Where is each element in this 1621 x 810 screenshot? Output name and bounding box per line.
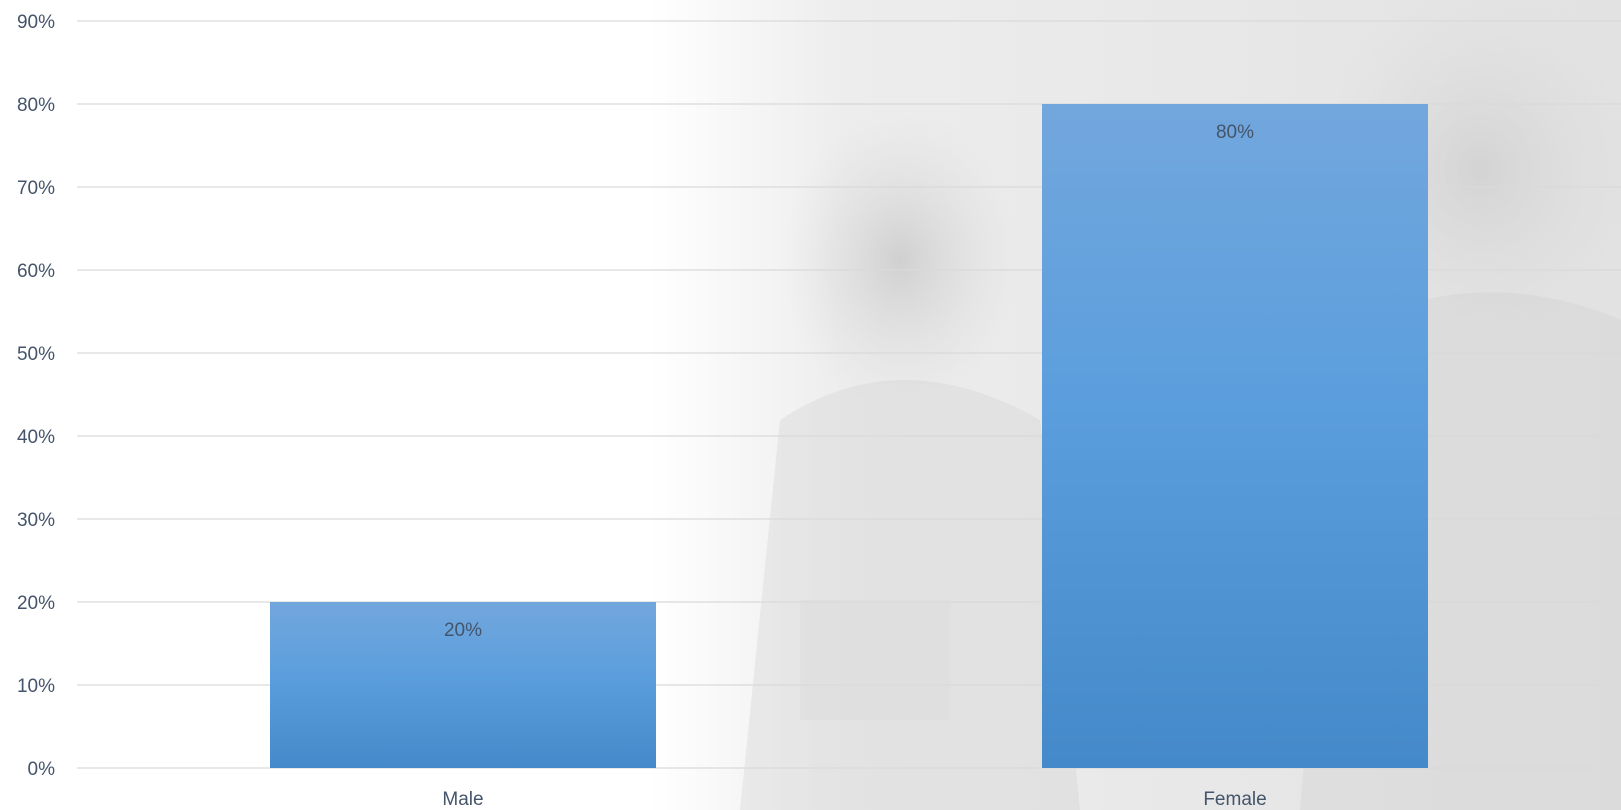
bar-male (270, 602, 656, 768)
bars (270, 104, 1428, 768)
y-tick-label: 0% (28, 759, 56, 780)
y-axis-tick-labels: 0% 10% 20% 30% 40% 50% 60% 70% 80% 90% (17, 12, 55, 780)
y-tick-label: 30% (17, 510, 55, 531)
category-label-male: Male (442, 789, 483, 810)
data-label-male: 20% (444, 620, 482, 641)
y-tick-label: 80% (17, 95, 55, 116)
y-tick-label: 40% (17, 427, 55, 448)
y-tick-label: 90% (17, 12, 55, 33)
y-tick-label: 50% (17, 344, 55, 365)
y-tick-label: 20% (17, 593, 55, 614)
category-labels: Male Female (442, 789, 1266, 810)
bar-female (1042, 104, 1428, 768)
y-tick-label: 60% (17, 261, 55, 282)
y-tick-label: 70% (17, 178, 55, 199)
category-label-female: Female (1203, 789, 1266, 810)
data-labels: 20% 80% (444, 122, 1254, 641)
data-label-female: 80% (1216, 122, 1254, 143)
y-tick-label: 10% (17, 676, 55, 697)
